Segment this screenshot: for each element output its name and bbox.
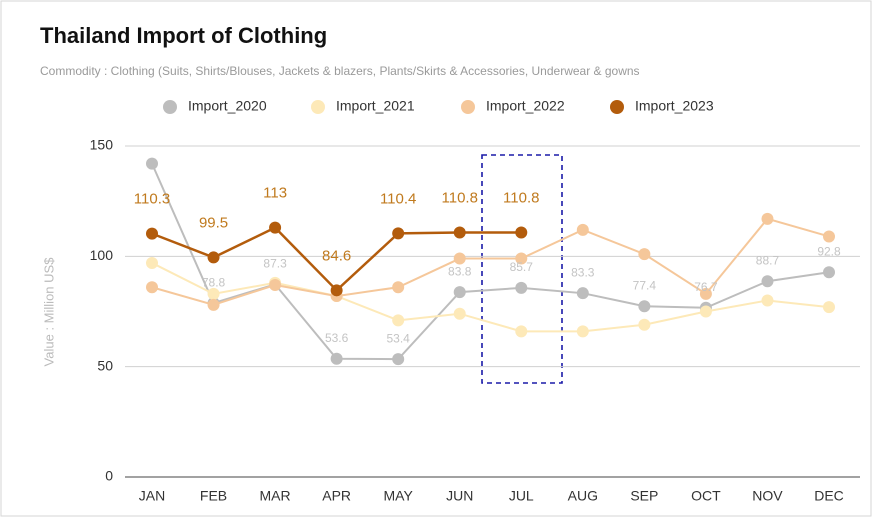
data-point [515,325,528,338]
data-point [576,325,589,338]
data-point [453,252,466,265]
data-point [146,256,158,269]
highlight-box [481,154,563,384]
data-label: 83.3 [571,265,595,279]
data-label: 88.7 [756,253,780,267]
data-point [761,212,774,225]
data-point [576,287,589,300]
data-label: 53.6 [325,331,349,345]
data-point [638,300,651,313]
data-point [453,286,466,299]
x-tick-label: JUL [509,488,534,504]
x-tick-label: JUN [446,488,473,504]
data-label: 84.6 [322,247,351,264]
data-label: 78.8 [202,275,226,289]
data-label: 87.3 [263,257,287,271]
chart-title: Thailand Import of Clothing [40,23,327,48]
legend-marker [163,100,177,114]
data-label: 76.7 [694,280,718,294]
data-point [638,248,651,261]
x-tick-label: SEP [630,488,658,504]
data-point [207,298,220,311]
data-point [576,223,589,236]
data-point [330,284,343,297]
data-point [392,227,405,240]
data-label: 85.7 [510,260,534,274]
x-tick-label: MAY [384,488,414,504]
data-point [638,318,651,331]
data-label: 110.3 [134,191,170,208]
x-tick-label: FEB [200,488,227,504]
data-point [207,251,220,264]
y-axis-label: Value : Million US$ [41,257,56,367]
data-point [146,281,158,294]
data-point [515,252,528,265]
data-label: 99.5 [199,214,228,231]
data-point [761,275,774,288]
data-point [207,287,220,300]
x-tick-label: APR [322,488,351,504]
data-label: 53.4 [387,331,411,345]
data-point [699,305,712,318]
data-point [515,281,528,294]
data-point [453,307,466,320]
series-line [151,217,830,306]
x-tick-label: DEC [814,488,844,504]
data-point [761,294,774,307]
data-point [330,352,343,365]
data-point [453,226,466,239]
data-label: 110.8 [503,189,539,206]
data-point [269,279,282,292]
data-label: 83.8 [448,264,472,278]
data-point [392,353,405,366]
data-point [146,157,158,170]
data-point [392,281,405,294]
legend-label: Import_2020 [188,98,267,114]
legend-marker [311,100,325,114]
chart-subtitle: Commodity : Clothing (Suits, Shirts/Blou… [40,64,640,78]
legend-marker [610,100,624,114]
data-label: 110.4 [380,190,416,207]
data-label: 113 [263,185,287,202]
legend-label: Import_2021 [336,98,415,114]
x-tick-label: JAN [139,488,165,504]
legend-marker [461,100,475,114]
y-tick-label: 50 [97,357,113,373]
x-tick-label: MAR [260,488,291,504]
data-point [269,221,282,234]
legend-label: Import_2022 [486,98,565,114]
data-point [823,230,835,243]
data-label: 77.4 [633,278,657,292]
y-tick-label: 0 [105,468,113,484]
data-point [699,287,712,300]
series-line [151,262,830,333]
data-point [392,314,405,327]
data-label: 110.8 [442,189,478,206]
x-tick-label: AUG [568,488,598,504]
data-label: 92.8 [817,244,841,258]
x-tick-label: OCT [691,488,721,504]
data-point [146,227,158,240]
y-tick-label: 100 [90,247,114,263]
data-point [515,226,528,239]
legend-label: Import_2023 [635,98,714,114]
data-point [823,266,835,279]
data-point [823,301,835,314]
y-tick-label: 150 [90,137,114,153]
x-tick-label: NOV [752,488,783,504]
